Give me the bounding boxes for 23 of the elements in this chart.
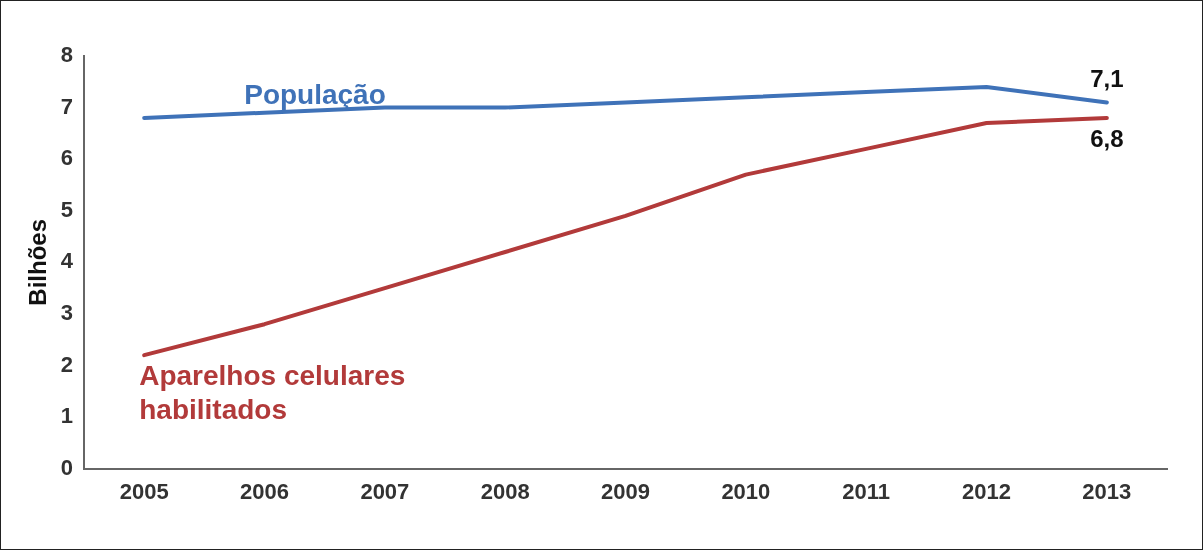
x-tick-label: 2013: [1082, 478, 1132, 504]
y-tick-label: 0: [60, 454, 74, 480]
x-tick-label: 2008: [480, 478, 530, 504]
y-tick-label: 6: [60, 145, 74, 171]
x-tick-label: 2011: [842, 478, 891, 504]
data-label: 6,8: [1090, 124, 1124, 152]
x-tick-label: 2007: [360, 478, 410, 504]
series-label: População: [244, 78, 386, 110]
x-tick-label: 2010: [721, 478, 771, 504]
y-tick-label: 3: [60, 299, 74, 325]
y-tick-label: 2: [60, 351, 74, 377]
x-tick-label: 2012: [962, 478, 1011, 504]
y-tick-label: 5: [60, 196, 74, 222]
y-tick-label: 7: [60, 93, 74, 119]
x-tick-label: 2005: [119, 478, 169, 504]
y-tick-label: 1: [60, 403, 74, 429]
x-tick-label: 2009: [601, 478, 650, 504]
x-tick-label: 2006: [240, 478, 290, 504]
y-axis-title: Bilhões: [24, 218, 52, 306]
series-label: Aparelhos celulares habilitados: [139, 359, 406, 425]
data-label: 7,1: [1090, 65, 1124, 93]
y-tick-label: 8: [60, 42, 74, 68]
y-tick-label: 4: [60, 248, 74, 274]
